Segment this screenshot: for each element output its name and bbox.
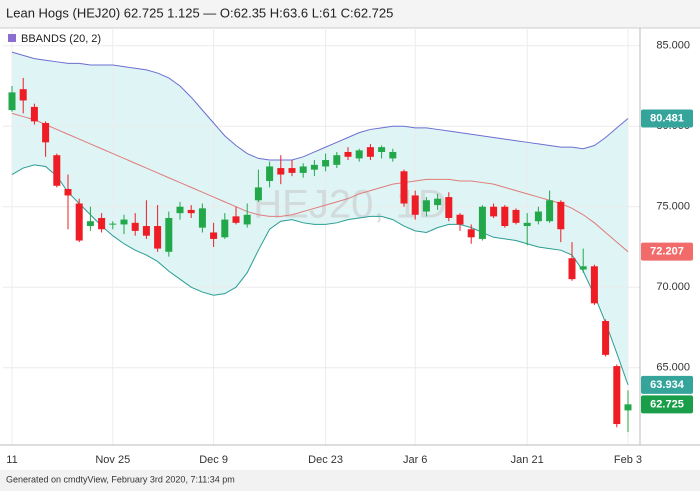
candle-body — [411, 195, 419, 215]
header-bar — [0, 0, 700, 28]
header-text: Lean Hogs (HEJ20) 62.725 1.125 — O:62.35… — [6, 5, 393, 20]
candle-body — [165, 217, 173, 252]
band-value-badge-text: 80.481 — [650, 112, 684, 124]
candle-body — [590, 266, 598, 304]
candle-body — [557, 201, 565, 230]
candle-body — [478, 206, 486, 239]
band-value-badge — [641, 109, 693, 128]
last-price-badge — [641, 395, 693, 414]
candle-body — [142, 226, 150, 236]
candle-body — [198, 208, 206, 228]
candle-body — [310, 164, 318, 170]
candle-body — [176, 206, 184, 214]
band-line — [11, 164, 629, 386]
candle-body — [210, 232, 218, 239]
candle-body — [400, 171, 408, 204]
y-tick-label: 70.000 — [656, 281, 690, 293]
candle-body — [333, 155, 341, 165]
candle-body — [30, 106, 38, 122]
candle-body — [613, 366, 621, 425]
footer-bar — [0, 470, 700, 491]
candle-body — [568, 258, 576, 280]
candle-body — [19, 89, 27, 101]
candle-body — [120, 219, 128, 225]
candle-body — [98, 217, 106, 230]
footer-text: Generated on cmdtyView, February 3rd 202… — [6, 474, 235, 484]
candle-body — [422, 200, 430, 212]
candle-body — [266, 166, 274, 181]
candle-body — [131, 222, 139, 231]
candle-body — [42, 122, 50, 143]
legend-label: BBANDS (20, 2) — [21, 33, 101, 45]
candle-body — [534, 211, 542, 222]
candle-body — [456, 214, 464, 225]
candle-body — [53, 155, 61, 186]
candle-body — [602, 321, 610, 355]
candle-body — [366, 147, 374, 157]
band-line — [11, 51, 629, 161]
candle-body — [232, 216, 240, 223]
x-tick-label: 11 — [6, 454, 17, 466]
candle-body — [8, 92, 16, 111]
x-tick-label: Dec 9 — [199, 454, 228, 466]
candle-body — [243, 214, 251, 225]
band-line — [11, 112, 629, 253]
candle-body — [389, 151, 397, 159]
x-tick-label: Jar 6 — [403, 454, 427, 466]
candle-body — [75, 203, 83, 241]
candle-body — [624, 404, 632, 411]
candle-body — [546, 200, 554, 222]
candle-body — [221, 219, 229, 238]
candle-body — [288, 168, 296, 173]
candle-body — [322, 160, 330, 167]
last-price-badge-text: 62.725 — [650, 398, 684, 410]
legend-swatch — [8, 34, 16, 42]
band-value-badge — [641, 375, 693, 394]
candle-body — [579, 266, 587, 270]
candle-body — [277, 168, 285, 175]
candle-body — [64, 189, 72, 196]
candle-body — [86, 221, 94, 227]
band-value-badge — [641, 242, 693, 261]
candle-body — [501, 206, 509, 227]
candle-body — [344, 151, 352, 157]
candle-body — [523, 222, 531, 227]
x-tick-label: Dec 23 — [308, 454, 343, 466]
candle-body — [187, 209, 195, 214]
candle-body — [109, 223, 117, 225]
candle-body — [490, 206, 498, 217]
candle-body — [299, 166, 307, 173]
y-tick-label: 85.000 — [656, 40, 690, 52]
candle-body — [467, 229, 475, 238]
candle-body — [378, 147, 386, 152]
candle-body — [254, 187, 262, 201]
candle-body — [434, 198, 442, 206]
band-fill — [12, 52, 628, 385]
y-tick-label: 65.000 — [656, 362, 690, 374]
candle-body — [445, 197, 453, 218]
x-tick-label: Jan 21 — [511, 454, 544, 466]
candle-body — [355, 150, 363, 159]
candle-body — [512, 209, 520, 223]
band-value-badge-text: 63.934 — [650, 379, 685, 391]
x-tick-label: Nov 25 — [95, 454, 130, 466]
candle-body — [154, 226, 162, 249]
y-tick-label: 75.000 — [656, 201, 690, 213]
band-value-badge-text: 72.207 — [650, 246, 684, 258]
x-tick-label: Feb 3 — [614, 454, 642, 466]
